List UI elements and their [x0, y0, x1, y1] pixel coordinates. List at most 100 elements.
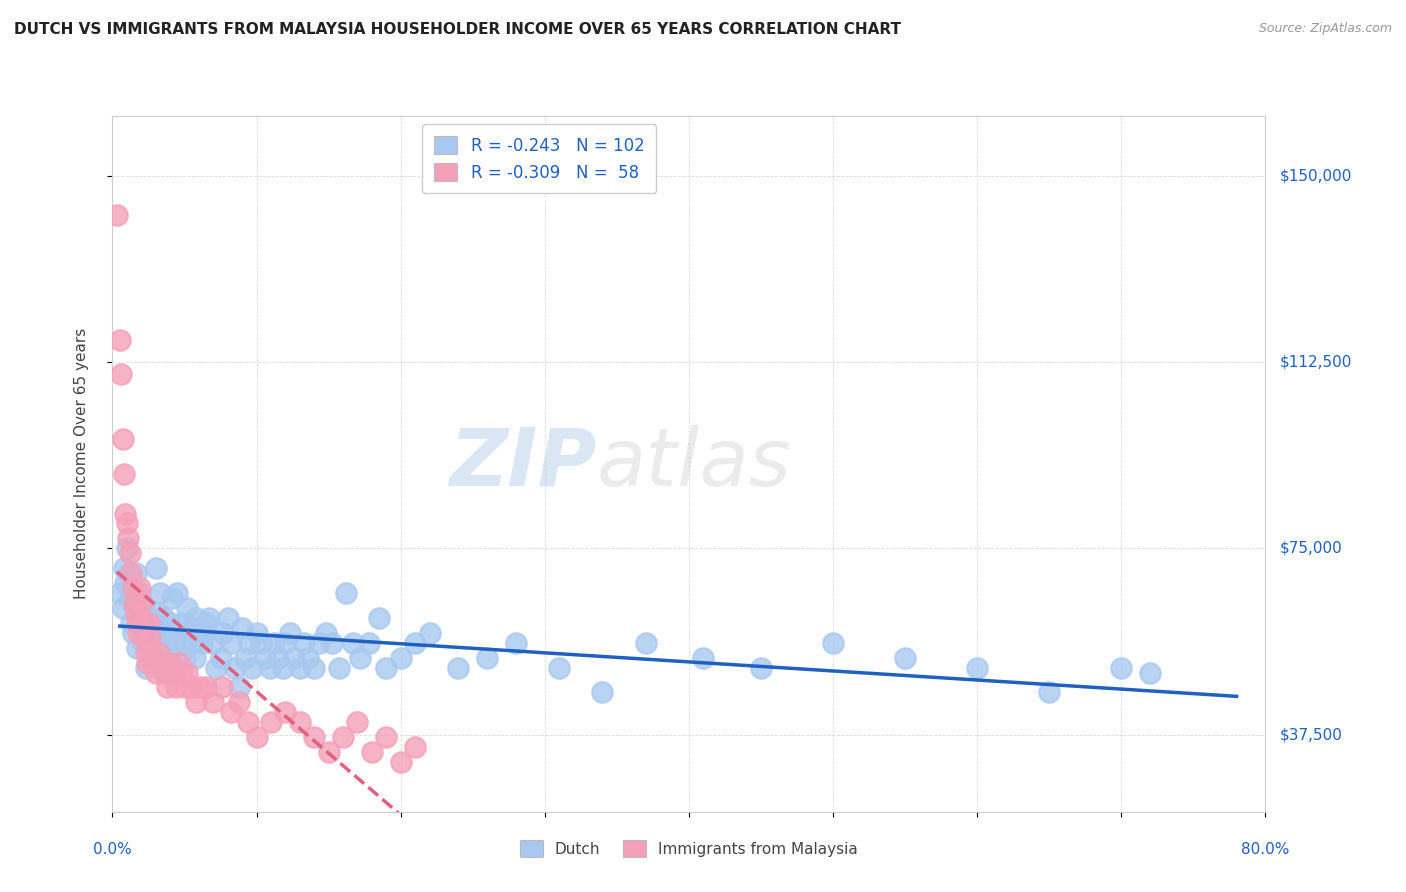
Point [156, 636, 179, 650]
Point [135, 660, 157, 674]
Point [135, 646, 157, 660]
Point [260, 715, 283, 730]
Point [139, 636, 162, 650]
Point [304, 660, 326, 674]
Point [110, 368, 132, 382]
Point [139, 631, 162, 645]
Point [240, 660, 263, 674]
Point [190, 681, 212, 695]
Point [335, 586, 357, 600]
Point [125, 640, 148, 655]
Point [254, 650, 277, 665]
Point [349, 650, 371, 665]
Point [318, 745, 340, 759]
Point [142, 621, 165, 635]
Point [120, 566, 142, 581]
Point [292, 636, 315, 650]
Point [198, 611, 221, 625]
Point [245, 730, 267, 744]
Point [121, 581, 143, 595]
Point [111, 432, 134, 446]
Point [1111, 660, 1133, 674]
Point [304, 730, 326, 744]
Point [105, 208, 128, 222]
Point [117, 566, 139, 581]
Point [180, 681, 202, 695]
Point [134, 631, 156, 645]
Point [179, 621, 201, 635]
Point [202, 695, 225, 709]
Point [114, 576, 136, 591]
Point [368, 611, 391, 625]
Point [233, 650, 256, 665]
Point [245, 625, 267, 640]
Point [315, 625, 337, 640]
Point [124, 566, 146, 581]
Point [357, 636, 380, 650]
Point [1139, 665, 1161, 680]
Point [163, 636, 186, 650]
Point [173, 650, 195, 665]
Point [166, 586, 188, 600]
Point [153, 611, 176, 625]
Point [124, 606, 146, 620]
Point [375, 660, 398, 674]
Point [404, 636, 426, 650]
Point [132, 615, 155, 630]
Point [183, 650, 205, 665]
Point [263, 636, 285, 650]
Point [148, 646, 170, 660]
Point [127, 625, 149, 640]
Point [236, 715, 259, 730]
Point [288, 660, 311, 674]
Point [288, 715, 311, 730]
Point [152, 621, 174, 635]
Point [191, 636, 214, 650]
Point [389, 755, 412, 769]
Text: 80.0%: 80.0% [1241, 842, 1289, 857]
Point [894, 650, 917, 665]
Point [112, 561, 135, 575]
Point [149, 586, 172, 600]
Point [202, 636, 225, 650]
Point [125, 615, 148, 630]
Point [108, 586, 131, 600]
Point [156, 681, 179, 695]
Point [224, 660, 246, 674]
Point [112, 467, 135, 481]
Point [205, 660, 228, 674]
Point [117, 532, 139, 546]
Point [167, 656, 190, 670]
Point [159, 615, 181, 630]
Point [966, 660, 988, 674]
Point [141, 650, 163, 665]
Point [209, 650, 232, 665]
Point [132, 636, 155, 650]
Point [217, 611, 239, 625]
Point [165, 681, 187, 695]
Point [419, 625, 441, 640]
Point [267, 650, 290, 665]
Point [274, 636, 297, 650]
Point [146, 606, 169, 620]
Point [148, 636, 170, 650]
Point [332, 730, 354, 744]
Point [184, 695, 207, 709]
Point [283, 650, 305, 665]
Point [129, 596, 153, 610]
Point [447, 660, 470, 674]
Point [195, 615, 218, 630]
Point [195, 681, 218, 695]
Point [634, 636, 657, 650]
Point [271, 660, 294, 674]
Point [184, 611, 207, 625]
Point [121, 625, 143, 640]
Point [138, 611, 160, 625]
Point [231, 621, 253, 635]
Point [259, 660, 281, 674]
Point [176, 665, 198, 680]
Point [141, 646, 163, 660]
Point [228, 681, 250, 695]
Point [128, 581, 150, 595]
Point [129, 621, 153, 635]
